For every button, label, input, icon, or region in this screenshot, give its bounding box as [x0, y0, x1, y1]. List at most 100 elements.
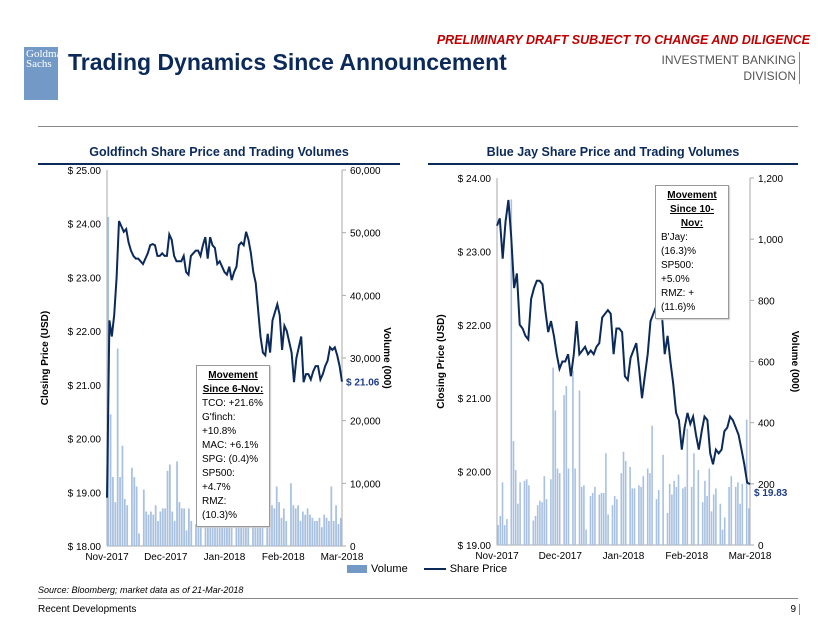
- source-note: Source: Bloomberg; market data as of 21-…: [38, 585, 244, 595]
- x-tick-label: Dec-2017: [144, 552, 188, 563]
- price-legend-label: Share Price: [449, 563, 508, 575]
- volume-bar: [708, 468, 711, 545]
- volume-bar: [668, 483, 671, 545]
- volume-bar: [616, 499, 618, 545]
- volume-bar: [123, 499, 126, 546]
- volume-bar: [673, 480, 675, 545]
- footer-section: Recent Developments: [38, 604, 137, 615]
- y-axis-title: Closing Price (USD): [436, 314, 447, 408]
- box-heading: Since 10-Nov:: [670, 204, 714, 229]
- volume-bar: [723, 517, 726, 545]
- footer-divider: [38, 598, 798, 599]
- y2-tick-label: 800: [758, 296, 775, 307]
- movement-line: SPG: (0.4)%: [202, 454, 259, 465]
- volume-bar: [605, 453, 607, 545]
- volume-bar: [655, 499, 658, 545]
- volume-bar: [240, 511, 243, 546]
- volume-bar: [512, 441, 515, 545]
- volume-bar: [712, 494, 715, 545]
- volume-bar: [640, 486, 642, 545]
- volume-bar: [299, 520, 302, 546]
- volume-bar: [244, 520, 247, 546]
- volume-bar: [693, 453, 695, 545]
- y2-axis-title: Volume (000): [381, 327, 392, 389]
- volume-bar: [339, 517, 342, 546]
- volume-bar: [721, 529, 724, 545]
- volume-bar: [503, 525, 506, 545]
- volume-bar: [316, 520, 318, 546]
- volume-bar: [126, 505, 129, 546]
- volume-bar: [309, 514, 311, 546]
- volume-bar: [119, 477, 121, 546]
- page-number: 9: [790, 604, 800, 615]
- volume-bar: [633, 488, 636, 545]
- volume-bar: [323, 514, 326, 546]
- volume-bar: [624, 460, 627, 545]
- goldfinch-movement-box: Movement Since 6-Nov: TCO: +21.6% G'finch…: [196, 365, 270, 527]
- volume-bar: [271, 505, 273, 546]
- volume-bar: [706, 496, 708, 545]
- x-tick-label: Dec-2017: [539, 551, 583, 562]
- volume-bar: [686, 428, 689, 545]
- volume-bar: [242, 517, 245, 546]
- y-tick-label: $ 22.00: [68, 327, 102, 338]
- y2-tick-label: 20,000: [350, 417, 381, 428]
- box-heading: Since 6-Nov:: [202, 384, 264, 395]
- y2-tick-label: 400: [758, 419, 775, 430]
- volume-bar: [145, 511, 148, 546]
- y-tick-label: $ 21.00: [458, 394, 492, 405]
- last-price-label: $ 21.06: [346, 378, 380, 389]
- volume-bar: [525, 479, 528, 545]
- price-line: [496, 199, 751, 485]
- movement-line: RMZ: +(11.6)%: [661, 288, 696, 313]
- volume-bar: [565, 385, 568, 545]
- volume-bar: [730, 476, 733, 545]
- volume-bar: [164, 508, 167, 546]
- price-line: [106, 220, 343, 498]
- volume-bar: [506, 519, 508, 545]
- volume-bar: [657, 489, 660, 545]
- volume-bar: [185, 530, 188, 546]
- volume-bar: [642, 476, 645, 545]
- volume-bar: [294, 508, 297, 546]
- y-tick-label: $ 20.00: [458, 468, 492, 479]
- volume-bar: [150, 511, 152, 546]
- y-tick-label: $ 22.00: [458, 321, 492, 332]
- y-axis-title: Closing Price (USD): [40, 311, 51, 405]
- volume-bar: [594, 486, 596, 545]
- volume-bar: [176, 461, 178, 546]
- volume-bar: [532, 520, 535, 545]
- volume-bar: [607, 514, 609, 545]
- chart-title-bluejay: Blue Jay Share Price and Trading Volumes: [428, 145, 798, 165]
- volume-bar: [301, 511, 304, 546]
- volume-bar: [682, 488, 684, 545]
- volume-bar: [684, 486, 686, 545]
- volume-bar: [135, 486, 138, 546]
- volume-bar: [318, 517, 321, 546]
- volume-bar: [131, 467, 133, 546]
- volume-bar: [273, 508, 276, 546]
- volume-bar: [651, 425, 653, 545]
- volume-bar: [221, 517, 224, 546]
- movement-line: SP500: +5.0%: [661, 260, 694, 285]
- volume-bar: [539, 500, 541, 545]
- y2-tick-label: 1,000: [758, 235, 783, 246]
- y-tick-label: $ 21.00: [68, 381, 102, 392]
- legend: Volume Share Price: [347, 563, 507, 575]
- volume-bar: [142, 489, 145, 546]
- volume-bar: [152, 514, 155, 546]
- volume-legend-label: Volume: [371, 563, 408, 575]
- volume-bar: [536, 505, 539, 545]
- volume-bar: [556, 468, 559, 545]
- volume-bar: [514, 470, 517, 545]
- volume-bar: [739, 503, 741, 545]
- volume-bar: [306, 508, 309, 546]
- movement-line: G'finch: +10.8%: [202, 412, 237, 437]
- volume-bar: [690, 486, 693, 545]
- volume-bar: [328, 520, 330, 546]
- volume-bar: [290, 483, 292, 546]
- volume-bar: [259, 524, 261, 546]
- volume-legend-swatch: [347, 565, 367, 573]
- volume-bar: [216, 517, 219, 546]
- volume-bar: [528, 485, 530, 545]
